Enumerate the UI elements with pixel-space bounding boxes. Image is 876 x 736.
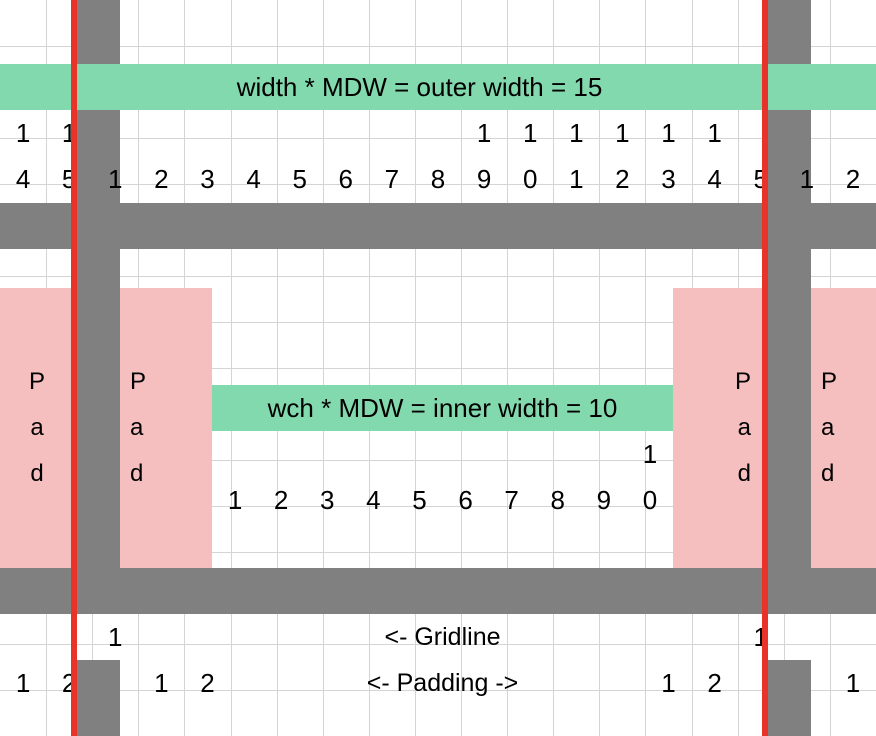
pad-letter: a bbox=[30, 414, 44, 441]
outer-ruler-tens-digit: 1 bbox=[15, 118, 31, 148]
inner-ruler-tens-digit: 1 bbox=[642, 439, 658, 469]
outer-ruler-tens-digit: 1 bbox=[61, 118, 77, 148]
outer-ruler-units-digit: 1 bbox=[799, 164, 815, 194]
grid-hline bbox=[0, 322, 876, 323]
outer-ruler-tens-digit: 1 bbox=[707, 118, 722, 148]
gridline-column-right-middle bbox=[765, 249, 811, 568]
outer-ruler-tens-digit: 1 bbox=[476, 118, 492, 148]
gridline-left-rule bbox=[71, 0, 77, 736]
outer-ruler-tens-digit: 1 bbox=[615, 118, 630, 148]
padding-note-label: <- Padding -> bbox=[366, 668, 519, 697]
pad-letter: d bbox=[737, 460, 751, 487]
outer-ruler-units-digit: 2 bbox=[154, 164, 169, 194]
inner-ruler-units-digit: 7 bbox=[504, 485, 519, 515]
outer-ruler-units-digit: 6 bbox=[338, 164, 354, 194]
pad-letter: P bbox=[734, 368, 751, 395]
pad-letter: a bbox=[130, 414, 144, 441]
grid-hline bbox=[0, 644, 876, 645]
grid-hline bbox=[0, 138, 876, 139]
grid-hline bbox=[0, 690, 876, 691]
outer-ruler-units-digit: 4 bbox=[15, 164, 31, 194]
pad-far-right-block bbox=[811, 288, 876, 568]
outer-ruler-units-digit: 0 bbox=[522, 164, 538, 194]
gridline-row-mark: 1 bbox=[108, 622, 123, 652]
padding-row-mark: 1 bbox=[661, 668, 676, 698]
gridline-note-label: <- Gridline bbox=[384, 622, 501, 651]
grid-hline bbox=[0, 46, 876, 47]
gridline-column-left-middle bbox=[74, 249, 120, 568]
gridline-column-left-bottom bbox=[74, 660, 120, 736]
inner-ruler-units-digit: 5 bbox=[412, 485, 427, 515]
gridline-note: <- Gridline bbox=[212, 614, 673, 660]
inner-ruler-units-digit: 0 bbox=[642, 485, 658, 515]
outer-ruler-tens-digit: 1 bbox=[661, 118, 676, 148]
gridline-right-rule bbox=[762, 0, 768, 736]
outer-ruler-units-digit: 4 bbox=[707, 164, 722, 194]
outer-ruler-units-digit: 4 bbox=[246, 164, 261, 194]
pad-right-block bbox=[673, 288, 765, 568]
pad-letter: d bbox=[30, 460, 44, 487]
padding-row-mark: 1 bbox=[845, 668, 861, 698]
padding-row-mark: 1 bbox=[15, 668, 31, 698]
inner-ruler-units-digit: 4 bbox=[366, 485, 381, 515]
outer-ruler-units-digit: 2 bbox=[615, 164, 630, 194]
pad-right-label: P a d bbox=[673, 334, 765, 522]
padding-note: <- Padding -> bbox=[212, 660, 673, 706]
outer-ruler-tens-digit: 1 bbox=[569, 118, 584, 148]
outer-ruler-units-digit: 1 bbox=[569, 164, 584, 194]
pad-letter: P bbox=[28, 368, 45, 395]
padding-row-mark: 1 bbox=[154, 668, 169, 698]
outer-ruler-units-digit: 5 bbox=[61, 164, 77, 194]
grid-hline bbox=[0, 276, 876, 277]
grid-hline bbox=[0, 552, 876, 553]
padding-row-mark: 2 bbox=[61, 668, 77, 698]
pad-letter: d bbox=[821, 460, 835, 487]
outer-ruler-tens-digit: 1 bbox=[522, 118, 538, 148]
outer-ruler-units-digit: 8 bbox=[430, 164, 446, 194]
inner-ruler-units-digit: 9 bbox=[596, 485, 612, 515]
outer-ruler-units-digit: 3 bbox=[200, 164, 215, 194]
gridline-column-right-bottom bbox=[765, 660, 811, 736]
pad-left-label: P a d bbox=[120, 334, 212, 522]
inner-ruler-units-digit: 8 bbox=[550, 485, 565, 515]
pad-letter: P bbox=[821, 368, 838, 395]
gray-band-lower bbox=[0, 568, 876, 614]
inner-width-label: wch * MDW = inner width = 10 bbox=[267, 392, 618, 423]
outer-width-banner: width * MDW = outer width = 15 bbox=[74, 64, 765, 110]
inner-ruler-units-digit: 1 bbox=[227, 485, 243, 515]
pad-left-block bbox=[120, 288, 212, 568]
gridline-row-mark: 1 bbox=[753, 622, 768, 652]
pad-letter: P bbox=[130, 368, 147, 395]
inner-ruler-units-digit: 3 bbox=[320, 485, 335, 515]
inner-width-banner-bg bbox=[212, 385, 673, 431]
grid-hline bbox=[0, 184, 876, 185]
pad-far-right-label: P a d bbox=[811, 334, 876, 522]
outer-ruler-units-digit: 3 bbox=[661, 164, 676, 194]
grid-hline bbox=[0, 368, 876, 369]
outer-ruler-units-digit: 1 bbox=[108, 164, 123, 194]
pad-far-left-block bbox=[0, 288, 74, 568]
inner-ruler-units-digit: 2 bbox=[273, 485, 289, 515]
outer-ruler-units-digit: 9 bbox=[476, 164, 492, 194]
outer-ruler-units-digit: 5 bbox=[292, 164, 307, 194]
pad-letter: a bbox=[821, 414, 835, 441]
inner-ruler-units-digit: 6 bbox=[458, 485, 473, 515]
inner-width-banner: wch * MDW = inner width = 10 bbox=[212, 385, 673, 431]
pad-letter: d bbox=[130, 460, 144, 487]
outer-ruler-units-digit: 7 bbox=[384, 164, 400, 194]
padding-row-mark: 2 bbox=[200, 668, 215, 698]
grid-hline bbox=[0, 506, 876, 507]
outer-width-banner-bg bbox=[0, 64, 876, 110]
grid-hline bbox=[0, 460, 876, 461]
pad-letter: a bbox=[737, 414, 751, 441]
outer-ruler-units-digit: 5 bbox=[753, 164, 768, 194]
outer-ruler-units-digit: 2 bbox=[845, 164, 861, 194]
pad-far-left-label: P a d bbox=[0, 334, 74, 522]
outer-width-label: width * MDW = outer width = 15 bbox=[236, 71, 603, 102]
padding-row-mark: 2 bbox=[707, 668, 722, 698]
gray-band-upper bbox=[0, 203, 876, 249]
